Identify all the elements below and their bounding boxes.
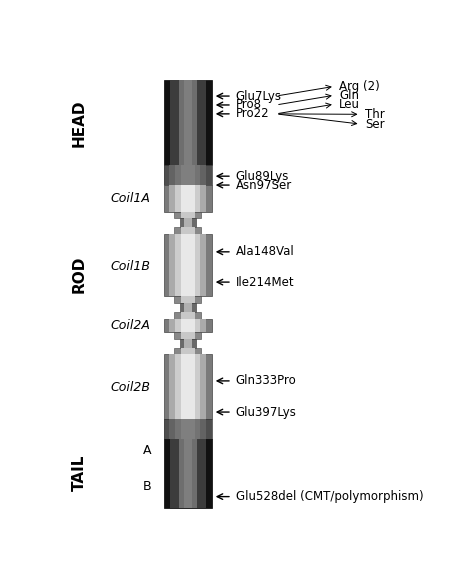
Text: B: B xyxy=(143,480,152,494)
Text: Asn97Ser: Asn97Ser xyxy=(236,179,292,191)
Bar xyxy=(170,439,206,507)
Bar xyxy=(180,339,196,347)
Bar xyxy=(164,165,212,185)
Text: Leu: Leu xyxy=(339,98,360,110)
Text: Thr: Thr xyxy=(365,108,384,121)
Bar xyxy=(164,318,212,332)
Text: TAIL: TAIL xyxy=(72,455,87,491)
Text: Coil2A: Coil2A xyxy=(111,319,151,332)
Bar xyxy=(164,165,212,185)
Text: ROD: ROD xyxy=(72,255,87,293)
Bar xyxy=(181,347,195,354)
Bar xyxy=(181,354,194,418)
Bar xyxy=(169,318,207,332)
Bar xyxy=(184,339,192,347)
Bar xyxy=(181,185,194,212)
Bar xyxy=(179,80,197,165)
Bar xyxy=(181,165,194,185)
Bar xyxy=(181,332,195,339)
Bar xyxy=(169,234,207,297)
Bar xyxy=(181,312,195,318)
Bar xyxy=(181,227,195,234)
Bar xyxy=(174,297,201,303)
Bar xyxy=(164,439,212,507)
Text: Coil2B: Coil2B xyxy=(111,381,151,394)
Text: Ser: Ser xyxy=(365,117,384,131)
Bar xyxy=(184,303,192,312)
Text: Coil1A: Coil1A xyxy=(111,192,151,205)
Text: Pro8: Pro8 xyxy=(236,98,262,112)
Bar xyxy=(174,227,201,234)
Bar xyxy=(181,418,194,439)
Bar xyxy=(164,418,212,439)
Bar xyxy=(175,418,200,439)
Bar xyxy=(174,312,201,318)
Text: Glu528del (CMT/polymorphism): Glu528del (CMT/polymorphism) xyxy=(236,490,423,503)
Bar xyxy=(164,185,212,212)
Text: Glu397Lys: Glu397Lys xyxy=(236,406,296,418)
Bar xyxy=(175,185,200,212)
Bar xyxy=(181,212,195,218)
Text: Arg (2): Arg (2) xyxy=(339,80,380,93)
Bar xyxy=(175,354,200,418)
Bar xyxy=(180,303,196,312)
Bar xyxy=(180,218,196,227)
Text: Pro22: Pro22 xyxy=(236,108,269,120)
Bar xyxy=(183,439,192,507)
Bar xyxy=(175,165,200,185)
Bar xyxy=(183,80,192,165)
Bar xyxy=(164,418,212,439)
Bar xyxy=(174,212,201,218)
Text: A: A xyxy=(143,444,152,457)
Bar xyxy=(175,234,200,297)
Bar xyxy=(175,318,200,332)
Bar xyxy=(181,318,194,332)
Bar xyxy=(184,218,192,227)
Bar xyxy=(181,234,194,297)
Text: Gln333Pro: Gln333Pro xyxy=(236,375,296,387)
Bar xyxy=(164,234,212,297)
Text: Glu89Lys: Glu89Lys xyxy=(236,170,289,183)
Bar xyxy=(169,354,207,418)
Bar xyxy=(169,418,207,439)
Bar xyxy=(169,185,207,212)
Text: Gln: Gln xyxy=(339,88,359,102)
Text: Glu7Lys: Glu7Lys xyxy=(236,90,282,102)
Text: Ile214Met: Ile214Met xyxy=(236,276,294,288)
Bar xyxy=(181,297,195,303)
Bar xyxy=(179,439,197,507)
Bar xyxy=(170,80,206,165)
Text: HEAD: HEAD xyxy=(72,99,87,146)
Text: Coil1B: Coil1B xyxy=(111,260,151,273)
Bar xyxy=(174,347,201,354)
Text: Ala148Val: Ala148Val xyxy=(236,245,294,258)
Bar xyxy=(164,80,212,165)
Bar xyxy=(174,332,201,339)
Bar xyxy=(169,165,207,185)
Bar xyxy=(164,354,212,418)
